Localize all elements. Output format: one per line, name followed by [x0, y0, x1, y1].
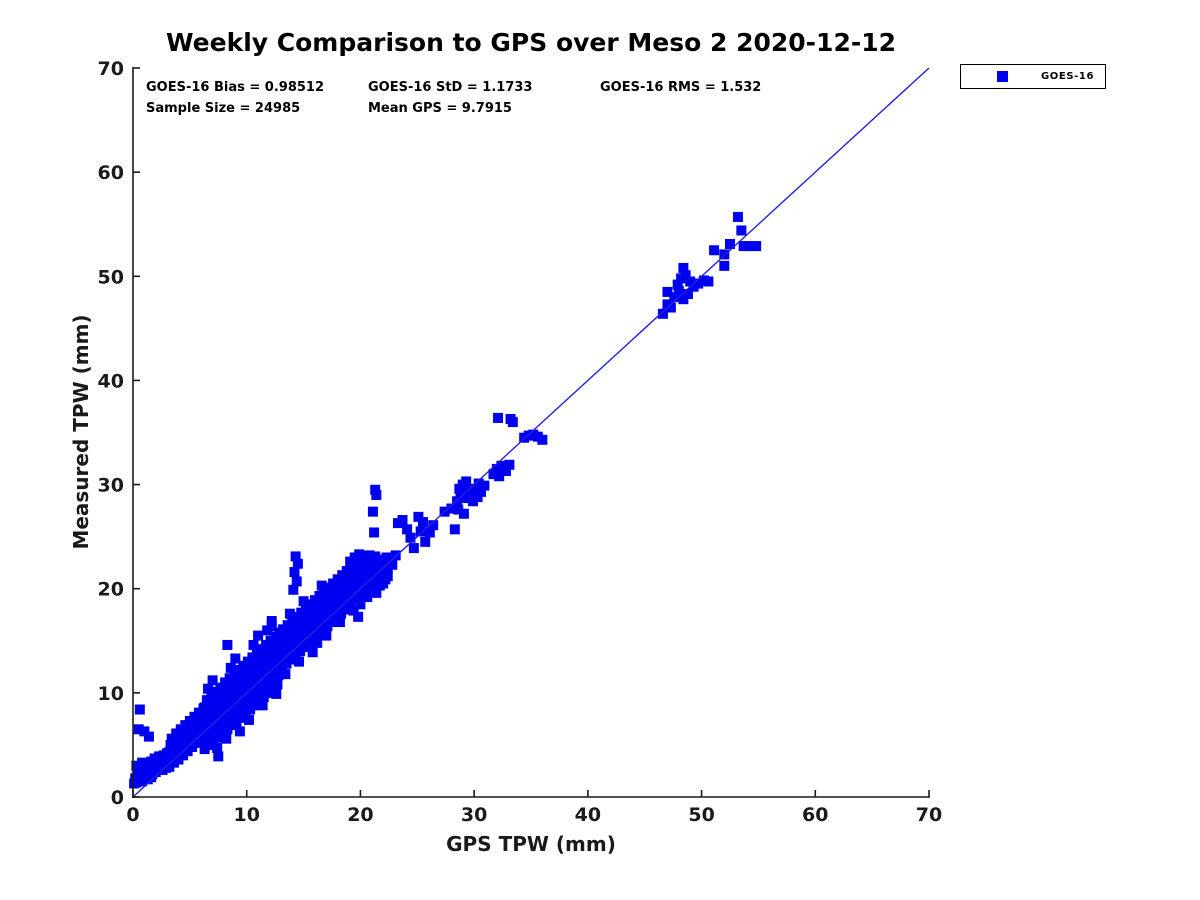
svg-text:20: 20: [98, 579, 124, 601]
legend-label: GOES-16: [1041, 71, 1095, 82]
svg-text:0: 0: [111, 787, 124, 809]
svg-text:50: 50: [98, 266, 124, 288]
svg-text:70: 70: [98, 58, 124, 80]
svg-text:40: 40: [575, 804, 601, 826]
x-axis-label: GPS TPW (mm): [446, 832, 616, 856]
stat-bias: GOES-16 Bias = 0.98512: [146, 80, 325, 95]
svg-text:20: 20: [347, 804, 373, 826]
legend-marker-icon: [997, 71, 1008, 82]
axes: [132, 67, 930, 798]
svg-text:0: 0: [126, 804, 139, 826]
svg-text:60: 60: [802, 804, 828, 826]
svg-text:30: 30: [461, 804, 487, 826]
fit-line: [132, 67, 930, 798]
svg-text:40: 40: [98, 370, 124, 392]
svg-text:50: 50: [688, 804, 714, 826]
svg-text:60: 60: [98, 162, 124, 184]
legend: GOES-16: [960, 64, 1106, 89]
stat-std: GOES-16 StD = 1.1733: [368, 80, 533, 95]
svg-text:10: 10: [233, 804, 259, 826]
svg-text:70: 70: [916, 804, 942, 826]
stat-sample-size: Sample Size = 24985: [146, 101, 301, 116]
svg-text:10: 10: [98, 683, 124, 705]
stat-mean-gps: Mean GPS = 9.7915: [368, 101, 512, 116]
tick-labels: 0 10 20 30 40 50 60 70 0 10 20 30 40 50 60 70: [98, 58, 943, 826]
stat-rms: GOES-16 RMS = 1.532: [600, 80, 762, 95]
chart-title: Weekly Comparison to GPS over Meso 2 202…: [165, 28, 897, 57]
y-axis-label: Measured TPW (mm): [69, 314, 93, 549]
scatter-points: [129, 211, 762, 789]
svg-text:30: 30: [98, 475, 124, 497]
